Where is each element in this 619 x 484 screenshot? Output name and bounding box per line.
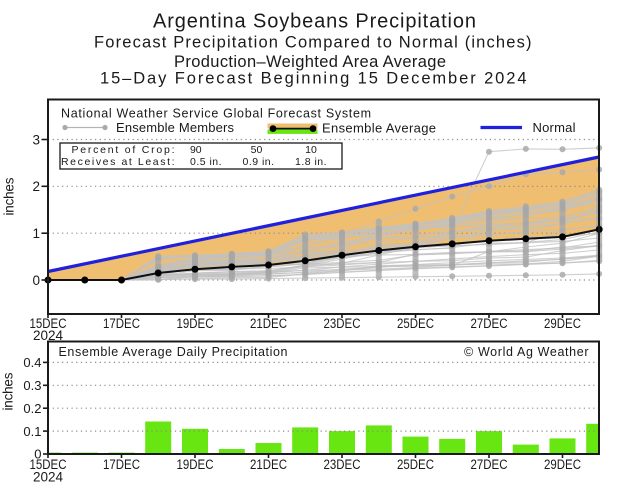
svg-text:Production–Weighted Area Avera: Production–Weighted Area Average — [174, 53, 446, 71]
svg-text:0.2: 0.2 — [23, 401, 41, 416]
svg-text:0.4: 0.4 — [23, 355, 41, 370]
svg-text:17DEC: 17DEC — [103, 457, 140, 472]
svg-text:inches: inches — [2, 177, 17, 215]
svg-text:19DEC: 19DEC — [177, 316, 214, 331]
svg-text:Argentina Soybeans Precipitati: Argentina Soybeans Precipitation — [153, 11, 476, 33]
svg-text:90: 90 — [190, 144, 202, 156]
svg-text:23DEC: 23DEC — [324, 457, 361, 472]
svg-text:21DEC: 21DEC — [250, 457, 287, 472]
svg-text:21DEC: 21DEC — [250, 316, 287, 331]
svg-text:0.9 in.: 0.9 in. — [243, 156, 275, 168]
svg-text:1.8 in.: 1.8 in. — [295, 156, 327, 168]
svg-text:© World Ag Weather: © World Ag Weather — [464, 345, 589, 359]
svg-text:Ensemble Average: Ensemble Average — [322, 121, 436, 136]
svg-text:0.3: 0.3 — [23, 378, 41, 393]
svg-text:27DEC: 27DEC — [471, 316, 508, 331]
svg-text:10: 10 — [305, 144, 317, 156]
svg-text:27DEC: 27DEC — [471, 457, 508, 472]
svg-text:29DEC: 29DEC — [544, 457, 581, 472]
svg-text:15–Day Forecast Beginning 15 D: 15–Day Forecast Beginning 15 December 20… — [100, 69, 527, 87]
svg-text:Receives at Least:: Receives at Least: — [61, 156, 175, 168]
svg-text:Normal: Normal — [533, 120, 576, 135]
svg-text:Ensemble Members: Ensemble Members — [116, 120, 235, 135]
svg-text:2024: 2024 — [33, 328, 63, 343]
svg-text:inches: inches — [1, 372, 16, 410]
svg-text:17DEC: 17DEC — [103, 316, 140, 331]
svg-text:1: 1 — [32, 226, 40, 241]
svg-text:National Weather Service Globa: National Weather Service Global Forecast… — [61, 107, 371, 121]
svg-text:0.1: 0.1 — [23, 424, 41, 439]
svg-text:0: 0 — [34, 447, 41, 462]
svg-text:0.5 in.: 0.5 in. — [190, 156, 222, 168]
svg-text:15DEC: 15DEC — [30, 316, 67, 331]
svg-text:15DEC: 15DEC — [30, 457, 67, 472]
svg-text:2: 2 — [32, 179, 40, 194]
svg-text:Forecast Precipitation Compare: Forecast Precipitation Compared to Norma… — [94, 34, 532, 52]
svg-text:25DEC: 25DEC — [397, 316, 434, 331]
svg-text:2024: 2024 — [33, 470, 63, 484]
svg-text:3: 3 — [32, 132, 40, 147]
svg-text:0: 0 — [32, 273, 40, 288]
svg-text:23DEC: 23DEC — [324, 316, 361, 331]
svg-text:Ensemble Average Daily Precipi: Ensemble Average Daily Precipitation — [59, 345, 288, 359]
svg-text:29DEC: 29DEC — [544, 316, 581, 331]
svg-text:50: 50 — [251, 144, 263, 156]
svg-text:19DEC: 19DEC — [177, 457, 214, 472]
svg-text:25DEC: 25DEC — [397, 457, 434, 472]
